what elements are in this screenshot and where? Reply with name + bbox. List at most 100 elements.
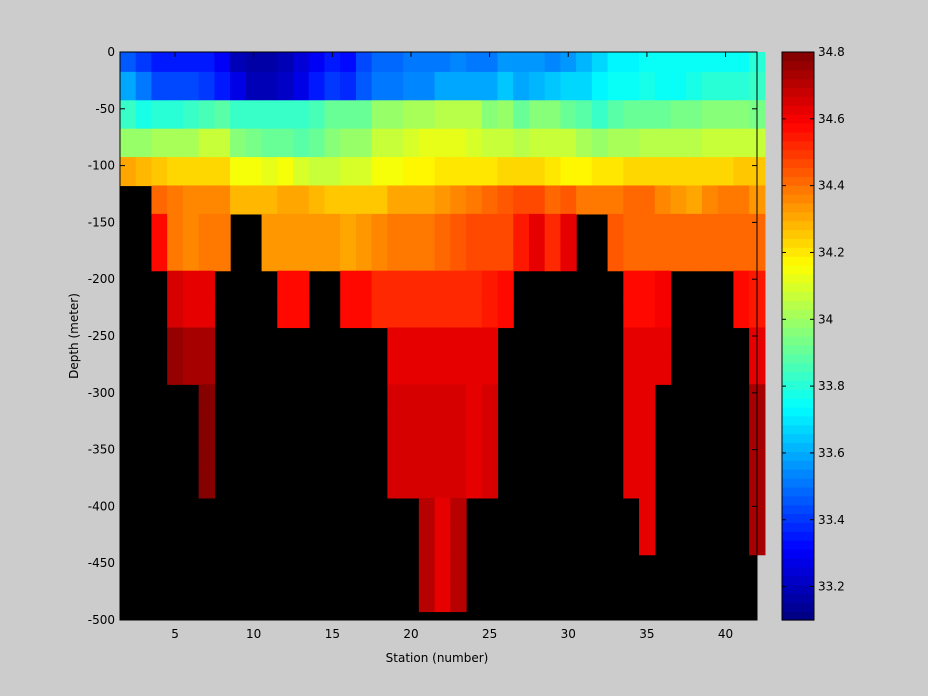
heatmap-cell — [591, 100, 609, 130]
heatmap-cell — [733, 299, 750, 329]
colorbar-segment — [782, 211, 814, 222]
heatmap-cell — [497, 270, 514, 300]
colorbar-segment — [782, 424, 814, 435]
heatmap-cell — [450, 52, 467, 73]
heatmap-cell — [434, 384, 451, 414]
heatmap-cell — [466, 100, 483, 130]
heatmap-cell — [261, 157, 278, 187]
colorbar-segment — [782, 566, 814, 577]
heatmap-cell — [450, 355, 467, 385]
heatmap-cell — [418, 71, 436, 101]
heatmap-cell — [686, 185, 703, 215]
heatmap-cell — [450, 100, 467, 130]
heatmap-cell — [418, 355, 436, 385]
heatmap-cell — [214, 157, 231, 187]
heatmap-cell — [686, 71, 703, 101]
heatmap-cell — [481, 355, 499, 385]
heatmap-cell — [701, 185, 719, 215]
heatmap-cell — [182, 270, 200, 300]
heatmap-cell — [434, 554, 451, 584]
heatmap-cell — [560, 128, 577, 158]
heatmap-cell — [293, 213, 310, 243]
heatmap-cell — [623, 128, 640, 158]
colorbar-segment — [782, 433, 814, 444]
heatmap-cell — [151, 128, 168, 158]
heatmap-cell — [513, 71, 530, 101]
heatmap-cell — [293, 242, 310, 272]
heatmap-cell — [151, 71, 168, 101]
heatmap-cell — [481, 412, 499, 442]
heatmap-cell — [481, 384, 499, 414]
heatmap-cell — [151, 100, 168, 130]
heatmap-cell — [403, 157, 420, 187]
colorbar-ticks: 33.2 33.4 33.6 33.8 34 34.2 34.4 34.6 34.8 — [782, 45, 845, 594]
heatmap-cell — [528, 128, 546, 158]
heatmap-cell — [418, 327, 436, 357]
colorbar-segment — [782, 309, 814, 319]
colorbar-tick-label: 34.8 — [818, 45, 845, 59]
heatmap-cell — [560, 52, 577, 73]
heatmap-cell — [544, 185, 561, 215]
x-tick-label: 20 — [403, 627, 418, 641]
heatmap-cell — [182, 242, 200, 272]
heatmap-cell — [293, 71, 310, 101]
heatmap-cell — [418, 384, 436, 414]
heatmap-cell — [277, 157, 294, 187]
heatmap-cell — [198, 270, 215, 300]
colorbar-segment — [782, 282, 814, 293]
heatmap-cell — [387, 441, 404, 471]
heatmap-cell — [450, 583, 467, 613]
heatmap-cell — [450, 469, 467, 499]
heatmap-cell — [135, 157, 153, 187]
heatmap-cell — [120, 157, 137, 187]
heatmap-cell — [623, 100, 640, 130]
colorbar-segment — [782, 220, 814, 231]
heatmap-cell — [261, 128, 278, 158]
heatmap-cell — [230, 185, 247, 215]
heatmap-cell — [245, 52, 263, 73]
heatmap-cell — [293, 270, 310, 300]
heatmap-cell — [198, 213, 215, 243]
heatmap-cell — [560, 100, 577, 130]
colorbar-segment — [782, 69, 814, 80]
y-tick-label: -250 — [88, 329, 115, 343]
heatmap-cell — [670, 71, 687, 101]
heatmap-cell — [481, 71, 499, 101]
colorbar-segment — [782, 353, 814, 364]
heatmap-cell — [528, 185, 546, 215]
colorbar-segment — [782, 478, 814, 488]
colorbar-segment — [782, 114, 814, 124]
heatmap-cell — [686, 242, 703, 272]
heatmap-plot-area: 5 10 15 20 25 30 35 40 0 -50 -100 -150 -200 -250 -300… — [88, 45, 766, 641]
heatmap-cell — [717, 185, 735, 215]
heatmap-cell — [513, 100, 530, 130]
heatmap-cell — [167, 242, 184, 272]
heatmap-cell — [418, 554, 436, 584]
colorbar-segment — [782, 407, 814, 417]
heatmap-cell — [418, 497, 436, 527]
heatmap-cell — [466, 299, 483, 329]
heatmap-cell — [639, 526, 656, 556]
heatmap-cell — [654, 157, 672, 187]
heatmap-cell — [340, 242, 357, 272]
heatmap-cell — [639, 52, 656, 73]
heatmap-cell — [403, 52, 420, 73]
heatmap-cell — [355, 157, 373, 187]
heatmap-cell — [151, 242, 168, 272]
colorbar-segment — [782, 60, 814, 71]
heatmap-cell — [418, 242, 436, 272]
heatmap-cell — [497, 52, 514, 73]
heatmap-cell — [434, 412, 451, 442]
heatmap-cell — [261, 213, 278, 243]
colorbar-segment — [782, 131, 814, 142]
heatmap-cell — [167, 213, 184, 243]
heatmap-cell — [466, 242, 483, 272]
heatmap-cell — [167, 71, 184, 101]
heatmap-cell — [182, 299, 200, 329]
heatmap-cell — [167, 355, 184, 385]
heatmap-cell — [466, 128, 483, 158]
heatmap-cell — [261, 71, 278, 101]
heatmap-cell — [167, 327, 184, 357]
heatmap-cell — [513, 157, 530, 187]
heatmap-cell — [466, 355, 483, 385]
